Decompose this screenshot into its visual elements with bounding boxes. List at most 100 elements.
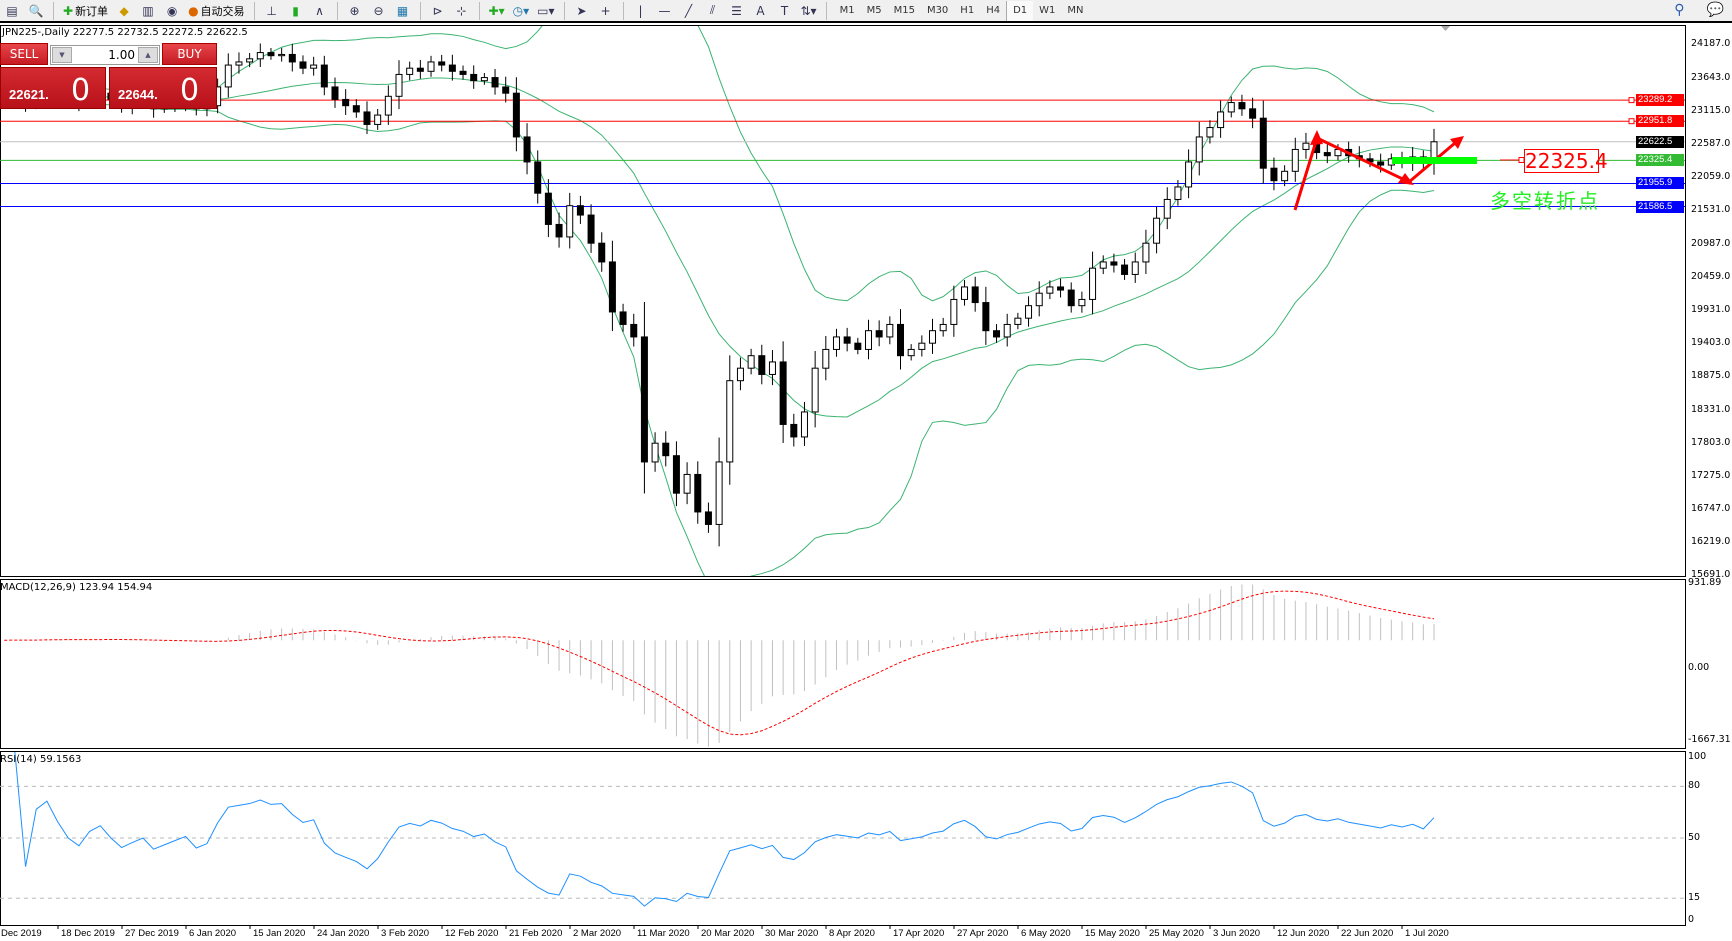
divider [253, 1, 255, 20]
chat-icon[interactable]: 💬 [1706, 2, 1724, 18]
candle-body [747, 355, 755, 369]
fibonacci-icon[interactable]: ☰ [731, 3, 742, 18]
macd-axis-label: 0.00 [1688, 662, 1710, 673]
horizontal-line-icon[interactable]: — [658, 3, 671, 18]
candle-body [544, 192, 552, 225]
candle-body [1227, 102, 1235, 113]
timeframe-mn[interactable]: MN [1067, 5, 1084, 16]
timeframe-m1[interactable]: M1 [839, 5, 855, 16]
lot-size-input[interactable]: 1.00 [50, 45, 160, 65]
auto-trading-button[interactable]: ● 自动交易 [188, 3, 245, 18]
candle-body [1238, 102, 1246, 110]
candle [683, 462, 691, 505]
candle [651, 432, 659, 472]
buy-price-button[interactable]: 22644. 0 [109, 67, 217, 109]
auto-trading-icon: ● [188, 3, 199, 18]
text-icon[interactable]: A [756, 3, 765, 18]
buy-button[interactable]: BUY [162, 43, 217, 65]
zoom-out-icon[interactable]: ⊖ [373, 3, 384, 18]
candle-body [331, 86, 339, 100]
price-axis-label: 16219.0 [1691, 536, 1731, 547]
search-icon[interactable]: ⚲ [1674, 2, 1685, 18]
candle [1163, 187, 1171, 230]
zoom-in-icon[interactable]: ⊕ [349, 3, 360, 18]
candle-body [555, 223, 563, 238]
price-annotation-box[interactable]: 22325.4 [1524, 149, 1608, 173]
timeframe-d1[interactable]: D1 [1006, 0, 1034, 21]
arrows-icon[interactable]: ⇅▾ [800, 3, 817, 18]
date-axis-label: 27 Apr 2020 [957, 928, 1009, 939]
candle-body [619, 311, 627, 325]
line-chart-icon[interactable]: ∧ [315, 3, 324, 18]
candle [1291, 137, 1299, 182]
signals-icon[interactable]: ◉ [166, 3, 178, 18]
history-center-icon[interactable]: ▥ [142, 3, 154, 18]
pivot-point-note[interactable]: 多空转折点 [1490, 189, 1600, 213]
divider [478, 1, 480, 20]
trendline-icon[interactable]: ╱ [684, 3, 693, 18]
candle-body [1291, 148, 1299, 172]
candle-body [1195, 136, 1203, 163]
timeframe-m5[interactable]: M5 [866, 5, 882, 16]
date-axis-label: 12 Jun 2020 [1277, 928, 1330, 939]
tile-windows-icon[interactable]: ▦ [396, 3, 409, 18]
timeframe-w1[interactable]: W1 [1039, 5, 1056, 16]
candle-body [502, 86, 510, 94]
candle-body [950, 298, 958, 325]
price-axis-label: 23643.0 [1691, 72, 1731, 83]
timeframe-h1[interactable]: H1 [960, 5, 975, 16]
candle [1227, 96, 1235, 118]
new-chart-icon[interactable]: ▤ [6, 3, 18, 18]
candle [1131, 252, 1139, 283]
templates-icon[interactable]: ▭▾ [537, 3, 555, 18]
candlestick-icon[interactable]: ▮ [292, 3, 299, 18]
candle-body [1003, 323, 1011, 338]
candle [832, 328, 840, 357]
arrow-head-down [1398, 173, 1414, 185]
periods-icon[interactable]: ◷▾ [512, 3, 530, 18]
candle-body [715, 461, 723, 525]
rsi-axis-label: 15 [1688, 892, 1701, 904]
date-axis-label: 24 Jan 2020 [317, 928, 370, 939]
vertical-line-icon[interactable]: | [638, 3, 643, 18]
cursor-icon[interactable]: ➤ [576, 3, 587, 18]
timeframe-m30[interactable]: M30 [926, 5, 949, 16]
rsi-label: RSI(14) 59.1563 [0, 754, 82, 765]
new-order-button[interactable]: ✚ 新订单 [63, 3, 109, 18]
green-level-bar [1392, 157, 1477, 164]
candle [1430, 128, 1438, 175]
rsi-axis-label: 100 [1688, 751, 1707, 762]
timeframe-m15[interactable]: M15 [893, 5, 915, 16]
candle [555, 212, 563, 248]
candle [961, 280, 969, 306]
timeframe-h4[interactable]: H4 [986, 5, 1001, 16]
text-label-icon[interactable]: T [780, 3, 789, 18]
sell-price-button[interactable]: 22621. 0 [0, 67, 106, 109]
crosshair-icon[interactable]: + [600, 3, 611, 18]
candle [1174, 180, 1182, 206]
candle-body [939, 323, 947, 332]
date-axis-label: 20 Mar 2020 [701, 928, 755, 939]
strategy-tester-icon[interactable]: ◆ [119, 3, 129, 18]
zoom-chart-icon[interactable]: 🔍 [28, 3, 44, 18]
lot-decrease-icon[interactable]: ▼ [52, 47, 72, 63]
candle [459, 65, 467, 80]
autoscroll-icon[interactable]: ⊹ [456, 3, 467, 18]
candle-body [726, 380, 734, 463]
candle [502, 76, 510, 103]
indicators-icon[interactable]: ✚▾ [488, 3, 505, 18]
lot-increase-icon[interactable]: ▲ [138, 47, 158, 63]
toolbar: ▤ 🔍 ✚ 新订单 ◆ ▥ ◉ ● 自动交易 ⊥ ▮ ∧ ⊕ ⊖ ▦ ⊳ ⊹ ✚▾ … [0, 0, 1732, 23]
candle-body [768, 361, 776, 375]
sell-button[interactable]: SELL [0, 43, 48, 65]
candle [480, 73, 488, 85]
price-axis-label: 22059.0 [1691, 171, 1731, 182]
date-axis-label: 6 Jan 2020 [189, 928, 237, 939]
candle-body [1046, 286, 1054, 294]
candle-body [288, 53, 296, 63]
chart-shift-icon[interactable]: ⊳ [432, 3, 443, 18]
candle [1238, 94, 1246, 116]
bar-chart-icon[interactable]: ⊥ [266, 3, 277, 18]
channel-icon[interactable]: ⫽ [709, 3, 716, 17]
chart-canvas[interactable] [0, 25, 1732, 941]
